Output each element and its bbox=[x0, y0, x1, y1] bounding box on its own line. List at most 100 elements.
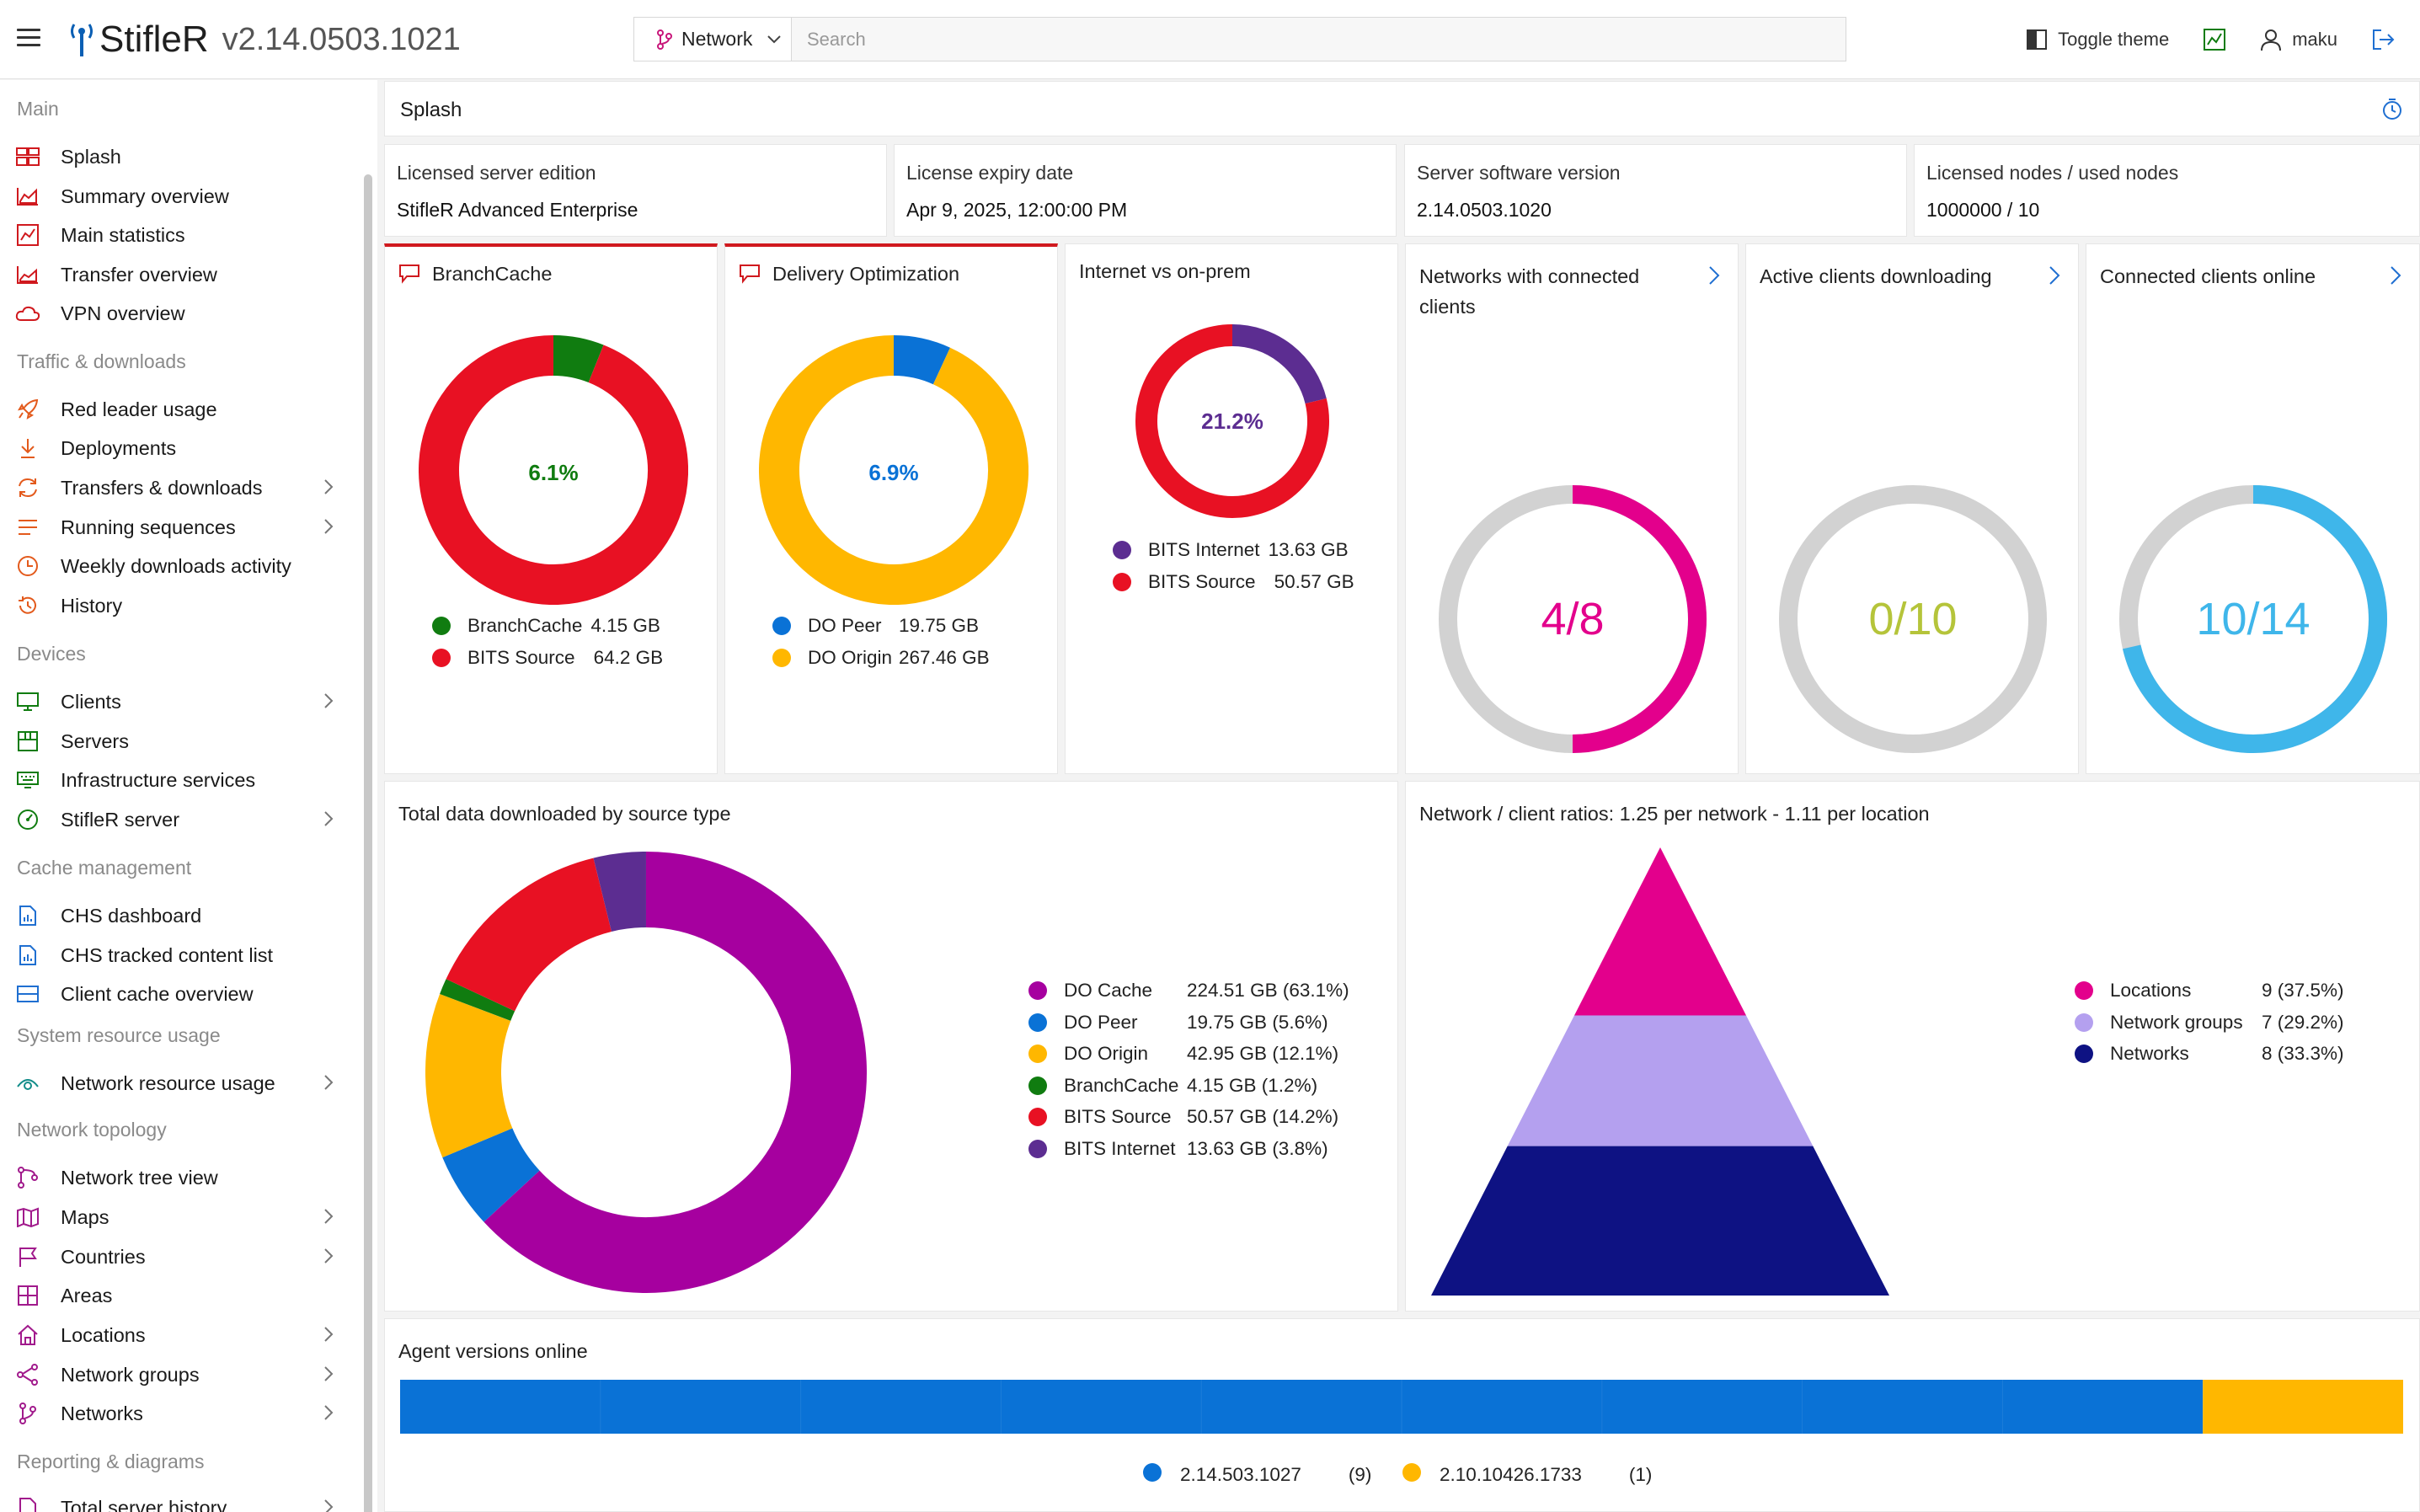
ratios-pyramid[interactable] bbox=[1431, 841, 1903, 1300]
legend-item[interactable]: Locations 9 (37.5%) bbox=[2075, 980, 2344, 1002]
delivery-optimization-donut[interactable]: 6.9% bbox=[759, 335, 1028, 605]
pyramid-segment-locations[interactable] bbox=[1574, 847, 1746, 1016]
sidebar-item-countries[interactable]: Countries bbox=[15, 1240, 335, 1274]
legend-item[interactable]: BranchCache 4.15 GB bbox=[432, 615, 660, 637]
sidebar-item-summary-overview[interactable]: Summary overview bbox=[15, 179, 335, 213]
sidebar-item-main-statistics[interactable]: Main statistics bbox=[15, 218, 335, 252]
network-selector[interactable]: Network bbox=[633, 17, 792, 61]
sidebar-item-infrastructure-services[interactable]: Infrastructure services bbox=[15, 763, 335, 797]
donut-slice-bits-source[interactable] bbox=[1135, 324, 1329, 518]
sidebar-item-running-sequences[interactable]: Running sequences bbox=[15, 510, 335, 544]
legend-label: BITS Source bbox=[1064, 1106, 1172, 1127]
legend-item[interactable]: DO Cache 224.51 GB (63.1%) bbox=[1028, 980, 1349, 1002]
legend-item[interactable]: DO Origin 42.95 GB (12.1%) bbox=[1028, 1043, 1338, 1065]
search-box[interactable] bbox=[792, 17, 1846, 61]
contrast-icon bbox=[2027, 29, 2048, 50]
sidebar-item-transfer-overview[interactable]: Transfer overview bbox=[15, 258, 335, 291]
sidebar-item-chs-tracked-content-list[interactable]: CHS tracked content list bbox=[15, 938, 335, 972]
chevron-right-icon[interactable] bbox=[2389, 264, 2402, 286]
sidebar-item-networks[interactable]: Networks bbox=[15, 1397, 335, 1430]
sidebar-item-client-cache-overview[interactable]: Client cache overview bbox=[15, 977, 335, 1011]
legend-item[interactable]: BITS Internet 13.63 GB bbox=[1113, 539, 1349, 561]
sidebar-item-clients[interactable]: Clients bbox=[15, 685, 335, 719]
agent-versions-bar[interactable] bbox=[400, 1380, 2403, 1434]
branchcache-donut[interactable]: 6.1% bbox=[419, 335, 688, 605]
legend-label: DO Peer bbox=[1064, 1012, 1138, 1033]
legend-item[interactable]: 2.14.503.1027 (9) bbox=[1143, 1463, 1372, 1486]
section-system-resource-usage: System resource usage bbox=[17, 1024, 221, 1046]
connected-clients-gauge[interactable]: 10/14 bbox=[2110, 476, 2396, 762]
donut-slice-bits-source[interactable] bbox=[446, 858, 613, 1012]
sidebar-item-label: Transfers & downloads bbox=[61, 476, 263, 499]
legend-item[interactable]: BITS Internet 13.63 GB (3.8%) bbox=[1028, 1138, 1328, 1160]
sidebar-item-transfers-downloads[interactable]: Transfers & downloads bbox=[15, 471, 335, 505]
donut-slice-do-origin[interactable] bbox=[425, 994, 513, 1158]
chevron-right-icon[interactable] bbox=[2048, 264, 2061, 286]
total-data-donut[interactable] bbox=[419, 845, 873, 1300]
pyramid-segment-networks[interactable] bbox=[1431, 1146, 1889, 1296]
user-menu[interactable]: maku bbox=[2260, 28, 2337, 51]
app-logo[interactable]: StifleR v2.14.0503.1021 bbox=[67, 19, 461, 61]
legend-item[interactable]: DO Origin 267.46 GB bbox=[772, 647, 990, 669]
sidebar-item-vpn-overview[interactable]: VPN overview bbox=[15, 297, 335, 330]
sidebar-item-stifler-server[interactable]: StifleR server bbox=[15, 803, 335, 836]
donut-slice-branchcache[interactable] bbox=[553, 335, 604, 383]
sidebar-item-network-tree-view[interactable]: Network tree view bbox=[15, 1161, 335, 1194]
pyramid-segment-network-groups[interactable] bbox=[1507, 1015, 1814, 1146]
timer-icon[interactable] bbox=[2380, 98, 2404, 121]
legend-item[interactable]: BITS Source 50.57 GB bbox=[1113, 571, 1354, 593]
legend-item[interactable]: DO Peer 19.75 GB bbox=[772, 615, 979, 637]
sidebar-item-areas[interactable]: Areas bbox=[15, 1279, 335, 1312]
donut-slice-do-origin[interactable] bbox=[759, 335, 1028, 605]
donut-slice-do-cache[interactable] bbox=[483, 852, 867, 1293]
donut-slice-do-peer[interactable] bbox=[442, 1127, 541, 1222]
chevron-right-icon[interactable] bbox=[1707, 264, 1721, 286]
sidebar-item-red-leader-usage[interactable]: Red leader usage bbox=[15, 393, 335, 426]
legend-item[interactable]: Network groups 7 (29.2%) bbox=[2075, 1012, 2344, 1034]
sidebar-scrollbar[interactable] bbox=[364, 174, 372, 1512]
sidebar-item-servers[interactable]: Servers bbox=[15, 724, 335, 758]
active-clients-gauge[interactable]: 0/10 bbox=[1770, 476, 2056, 762]
legend-label: BITS Internet bbox=[1064, 1138, 1176, 1159]
legend-dot bbox=[2075, 1013, 2093, 1032]
bar-segment-2-14-503-1027[interactable] bbox=[400, 1380, 2204, 1434]
sidebar-item-network-resource-usage[interactable]: Network resource usage bbox=[15, 1066, 335, 1100]
legend-item[interactable]: BranchCache 4.15 GB (1.2%) bbox=[1028, 1075, 1317, 1097]
donut-slice-do-peer[interactable] bbox=[893, 335, 950, 385]
internet-vs-onprem-donut[interactable]: 21.2% bbox=[1131, 320, 1333, 522]
sidebar-item-maps[interactable]: Maps bbox=[15, 1200, 335, 1234]
donut-slice-branchcache[interactable] bbox=[440, 979, 516, 1022]
legend-item[interactable]: BITS Source 64.2 GB bbox=[432, 647, 663, 669]
flag-icon bbox=[15, 1244, 40, 1269]
legend-item[interactable]: Networks 8 (33.3%) bbox=[2075, 1043, 2344, 1065]
donut-slice-bits-source[interactable] bbox=[419, 335, 688, 605]
toggle-theme-button[interactable]: Toggle theme bbox=[2026, 29, 2169, 51]
legend-value: 9 (37.5%) bbox=[2262, 980, 2344, 1001]
statistics-button[interactable] bbox=[2203, 28, 2226, 51]
sidebar-item-weekly-downloads-activity[interactable]: Weekly downloads activity bbox=[15, 549, 335, 583]
section-traffic-downloads: Traffic & downloads bbox=[17, 350, 186, 372]
sidebar-item-chs-dashboard[interactable]: CHS dashboard bbox=[15, 899, 335, 932]
sidebar-item-history[interactable]: History bbox=[15, 589, 335, 622]
donut-slice-bits-internet[interactable] bbox=[593, 852, 648, 932]
sidebar-item-network-groups[interactable]: Network groups bbox=[15, 1358, 335, 1392]
menu-icon[interactable] bbox=[17, 29, 40, 47]
legend-value: 4.15 GB bbox=[590, 615, 660, 636]
legend-value: 4.15 GB (1.2%) bbox=[1187, 1075, 1318, 1096]
legend-item[interactable]: 2.10.10426.1733 (1) bbox=[1402, 1463, 1652, 1486]
legend-value: 224.51 GB (63.1%) bbox=[1187, 980, 1349, 1001]
sidebar-item-locations[interactable]: Locations bbox=[15, 1318, 335, 1352]
donut-slice-bits-internet[interactable] bbox=[1231, 324, 1327, 404]
sidebar-item-label: Network resource usage bbox=[61, 1071, 275, 1094]
center-label: 6.1% bbox=[528, 460, 578, 485]
bar-segment-2-10-10426-1733[interactable] bbox=[2203, 1380, 2403, 1434]
sidebar-item-splash[interactable]: Splash bbox=[15, 140, 335, 174]
legend-item[interactable]: DO Peer 19.75 GB (5.6%) bbox=[1028, 1012, 1328, 1034]
networks-connected-gauge[interactable]: 4/8 bbox=[1429, 476, 1716, 762]
sign-out-button[interactable] bbox=[2371, 28, 2395, 51]
sidebar-item-deployments[interactable]: Deployments bbox=[15, 431, 335, 465]
legend-item[interactable]: BITS Source 50.57 GB (14.2%) bbox=[1028, 1106, 1338, 1128]
sidebar-item-total-server-history[interactable]: Total server history bbox=[15, 1491, 335, 1512]
legend-value: (9) bbox=[1348, 1464, 1372, 1485]
search-input[interactable] bbox=[807, 28, 1846, 51]
